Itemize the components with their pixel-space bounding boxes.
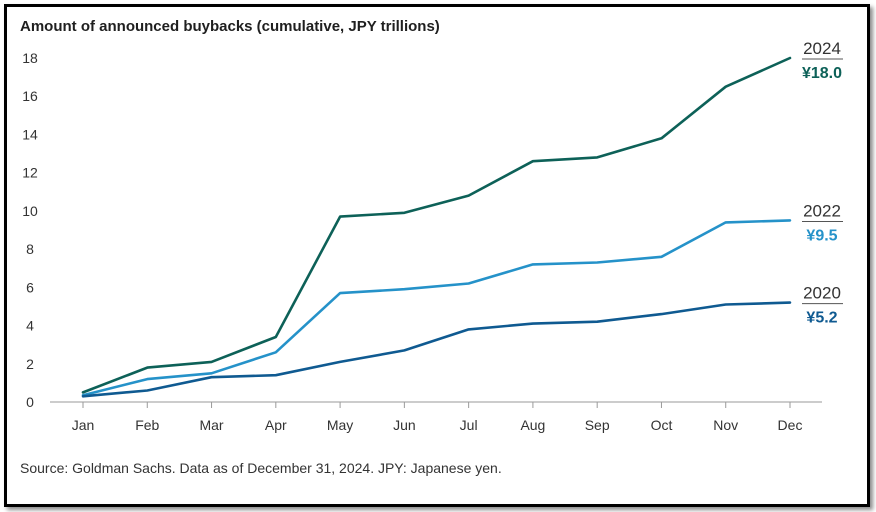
series-end-value-label: ¥18.0: [802, 65, 842, 82]
y-tick-label: 2: [26, 356, 34, 372]
x-tick-label: Apr: [265, 417, 287, 433]
y-tick-label: 16: [22, 88, 38, 104]
y-tick-label: 18: [22, 50, 38, 66]
series-end-value-label: ¥9.5: [806, 227, 837, 244]
x-tick-label: Aug: [520, 417, 545, 433]
x-tick-label: Dec: [778, 417, 803, 433]
series-name-label: 2020: [803, 284, 841, 303]
y-tick-label: 10: [22, 203, 38, 219]
y-tick-label: 8: [26, 241, 34, 257]
x-tick-label: Nov: [713, 417, 738, 433]
series-line-2022: [81, 219, 792, 397]
series-line-2024: [81, 56, 792, 394]
x-tick-label: Feb: [135, 417, 159, 433]
x-tick-label: May: [327, 417, 353, 433]
x-tick-label: Jun: [393, 417, 416, 433]
x-tick-label: Jul: [460, 417, 478, 433]
series-name-label: 2022: [803, 201, 841, 220]
x-tick-label: Jan: [72, 417, 95, 433]
y-tick-label: 0: [26, 394, 34, 410]
y-tick-label: 6: [26, 279, 34, 295]
series-lines: [81, 56, 792, 398]
y-axis: 0 2 4 6 8 10 12 14 16 18: [22, 50, 38, 410]
x-tick-label: Sep: [585, 417, 610, 433]
chart-title: Amount of announced buybacks (cumulative…: [20, 18, 440, 35]
series-end-labels: 2024 ¥18.0 2022 ¥9.5 2020 ¥5.2: [802, 39, 843, 327]
source-note: Source: Goldman Sachs. Data as of Decemb…: [20, 460, 502, 476]
y-tick-label: 4: [26, 318, 34, 334]
series-name-label: 2024: [803, 39, 841, 58]
x-tick-label: Oct: [651, 417, 673, 433]
x-tick-label: Mar: [199, 417, 223, 433]
x-axis: Jan Feb Mar Apr May Jun Jul Aug Sep Oct Nov Dec: [50, 401, 822, 433]
series-end-value-label: ¥5.2: [806, 310, 837, 327]
series-line-2020: [81, 301, 792, 398]
y-tick-label: 14: [22, 126, 38, 142]
y-tick-label: 12: [22, 165, 38, 181]
